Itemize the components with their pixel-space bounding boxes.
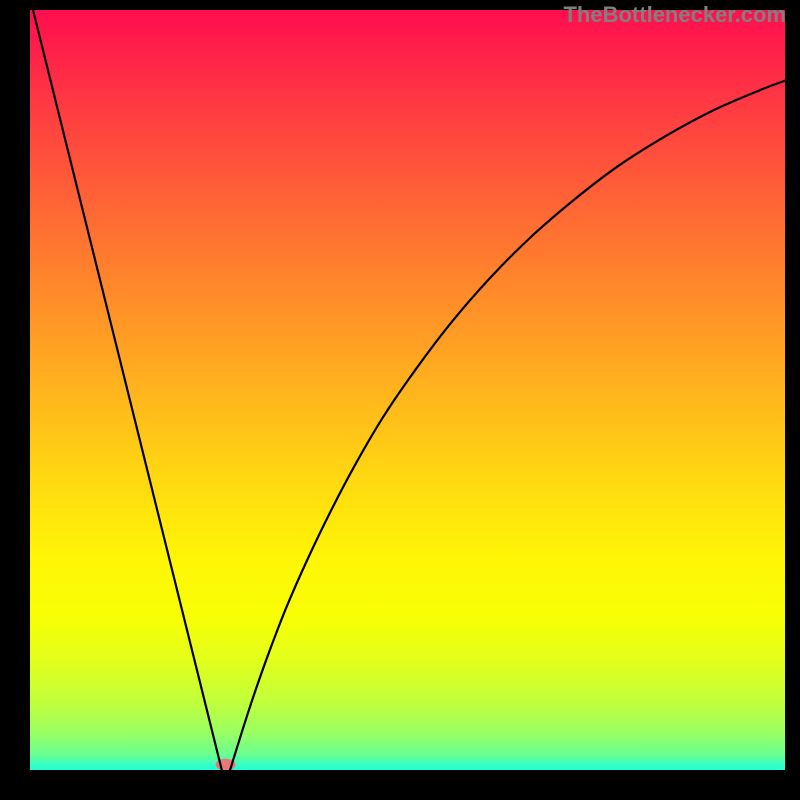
gradient-background (30, 10, 785, 770)
chart-container: TheBottlenecker.com (0, 0, 800, 800)
plot-area (30, 10, 785, 770)
watermark-text: TheBottlenecker.com (563, 2, 786, 28)
